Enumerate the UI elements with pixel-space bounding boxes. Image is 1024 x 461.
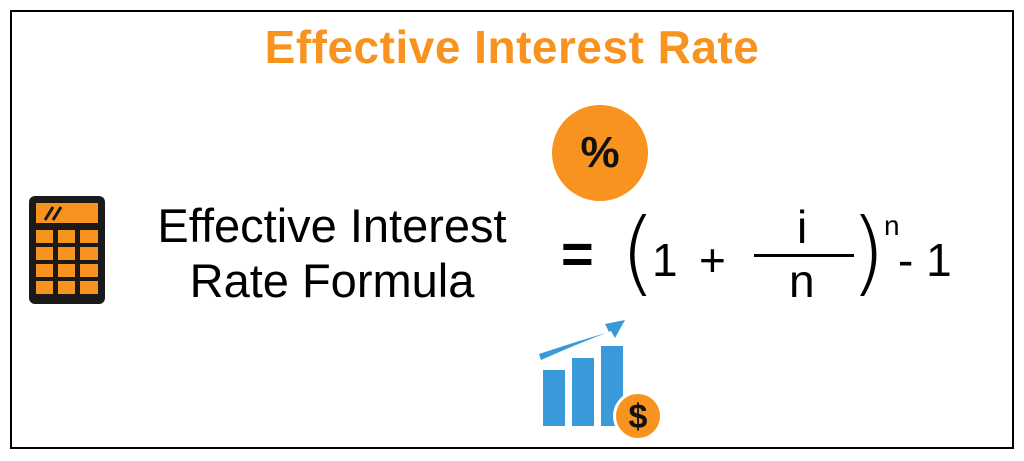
formula-exponent: n (884, 210, 900, 241)
trend-arrow-icon (539, 320, 625, 360)
chart-bar-2 (572, 358, 594, 426)
fraction-bar (754, 254, 854, 257)
percent-symbol: % (580, 128, 620, 177)
formula-minus-one: - 1 (898, 234, 952, 286)
formula-one: 1 (652, 234, 678, 286)
growth-chart-icon: $ (539, 320, 663, 441)
dollar-coin-icon: $ (613, 391, 663, 441)
open-parenthesis: ( (620, 199, 656, 306)
formula-label: Effective Interest Rate Formula (112, 198, 552, 308)
diagram-frame (10, 10, 1014, 449)
chart-bar-1 (543, 370, 565, 426)
fraction-denominator: n (789, 255, 815, 307)
close-parenthesis: ) (850, 199, 886, 306)
fraction-numerator: i (797, 201, 808, 253)
dollar-symbol: $ (629, 398, 648, 436)
equals-sign: = (561, 222, 594, 285)
formula-plus: + (699, 234, 726, 286)
formula-label-line-2: Rate Formula (189, 254, 475, 307)
page-title: Effective Interest Rate (264, 21, 760, 73)
percent-circle-icon: % (552, 105, 648, 201)
formula-label-line-1: Effective Interest (157, 199, 507, 252)
calculator-icon (29, 196, 105, 304)
